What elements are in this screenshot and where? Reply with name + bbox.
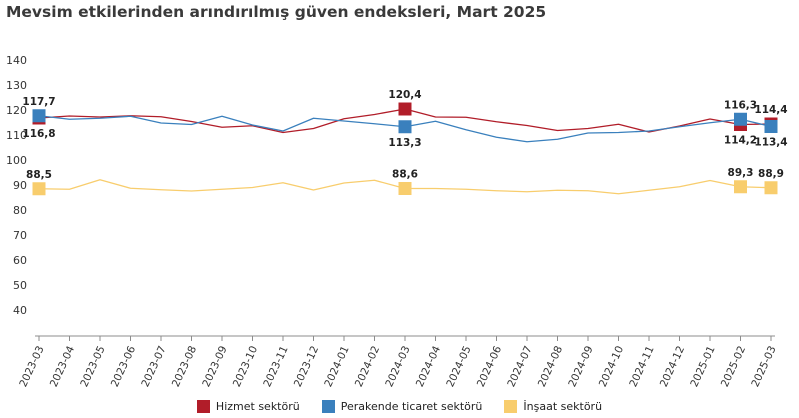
x-tick-label: 2024-09 xyxy=(566,344,595,389)
series-marker-1 xyxy=(764,120,778,133)
legend-item: Hizmet sektörü xyxy=(196,399,300,413)
x-tick-label: 2023-04 xyxy=(48,344,78,389)
x-tick-label: 2024-06 xyxy=(475,344,505,389)
x-tick-label: 2025-03 xyxy=(749,344,778,389)
x-axis: 2023-03 2023-04 2023-05 2023-06 2023-07 2023-… xyxy=(17,335,779,389)
data-label: 114,4 xyxy=(754,104,787,116)
x-tick-label: 2025-02 xyxy=(719,344,748,389)
x-tick-label: 2024-12 xyxy=(658,344,687,389)
legend-item: Perakende ticaret sektörü xyxy=(321,399,483,413)
series-marker-2 xyxy=(32,182,46,196)
data-labels: 116,8 120,4 114,2 114,4 117,7 113,3 116,3 113,4… xyxy=(22,89,787,181)
x-tick-label: 2025-01 xyxy=(688,344,717,389)
data-label: 88,5 xyxy=(26,169,52,181)
x-tick-label: 2024-03 xyxy=(383,344,412,389)
series-marker-2 xyxy=(398,182,412,195)
x-tick-label: 2023-08 xyxy=(170,344,199,389)
y-tick-label: 110 xyxy=(6,129,27,142)
y-tick-label: 140 xyxy=(6,54,27,67)
series-markers xyxy=(32,102,778,196)
x-tick-label: 2023-12 xyxy=(292,344,321,389)
y-tick-label: 40 xyxy=(13,304,27,317)
x-tick-label: 2023-03 xyxy=(17,344,46,389)
x-tick-label: 2024-11 xyxy=(627,344,656,389)
legend-item: İnşaat sektörü xyxy=(504,399,603,413)
legend-swatch xyxy=(321,399,335,413)
data-label: 116,8 xyxy=(22,128,55,140)
y-tick-label: 100 xyxy=(6,154,27,167)
y-axis: 40 50 60 70 80 90 100 110 120 130 140 xyxy=(6,54,27,317)
x-tick-label: 2024-02 xyxy=(353,344,382,389)
x-tick-label: 2023-06 xyxy=(109,344,139,389)
series-marker-2 xyxy=(734,180,747,194)
chart-title: Mevsim etkilerinden arındırılmış güven e… xyxy=(6,3,547,21)
y-tick-label: 130 xyxy=(6,79,27,92)
y-tick-label: 80 xyxy=(13,204,27,217)
x-tick-label: 2023-07 xyxy=(139,344,168,389)
x-tick-label: 2023-05 xyxy=(78,344,107,389)
data-label: 113,3 xyxy=(388,137,421,149)
y-tick-label: 70 xyxy=(13,229,27,242)
data-label: 113,4 xyxy=(754,137,787,149)
series-marker-1 xyxy=(734,112,747,126)
legend-swatch xyxy=(504,399,518,413)
x-tick-label: 2024-07 xyxy=(505,344,534,389)
series-marker-1 xyxy=(398,120,412,134)
x-tick-label: 2023-09 xyxy=(200,344,229,389)
data-label: 120,4 xyxy=(388,89,421,101)
legend: Hizmet sektörü Perakende ticaret sektörü İ… xyxy=(0,396,799,416)
legend-label: Perakende ticaret sektörü xyxy=(340,399,483,413)
legend-label: İnşaat sektörü xyxy=(523,399,603,413)
series-marker-0 xyxy=(398,102,412,116)
data-label: 114,2 xyxy=(724,135,757,147)
x-tick-label: 2024-04 xyxy=(414,344,444,389)
x-tick-label: 2024-01 xyxy=(322,344,351,389)
x-tick-label: 2023-10 xyxy=(231,344,260,389)
x-tick-label: 2024-05 xyxy=(444,344,473,389)
x-tick-label: 2023-11 xyxy=(261,344,290,389)
legend-swatch xyxy=(196,399,210,413)
data-label: 89,3 xyxy=(728,167,754,179)
series-marker-2 xyxy=(764,181,778,195)
x-tick-label: 2024-10 xyxy=(597,344,626,389)
y-tick-label: 60 xyxy=(13,254,27,267)
legend-label: Hizmet sektörü xyxy=(215,399,300,413)
data-label: 117,7 xyxy=(22,96,55,108)
data-label: 88,6 xyxy=(392,169,418,181)
y-tick-label: 50 xyxy=(13,279,27,292)
x-tick-label: 2024-08 xyxy=(536,344,565,389)
data-label: 116,3 xyxy=(724,99,757,111)
data-label: 88,9 xyxy=(758,168,784,180)
y-tick-label: 90 xyxy=(13,179,27,192)
y-tick-label: 120 xyxy=(6,104,27,117)
series-marker-1 xyxy=(32,109,46,123)
